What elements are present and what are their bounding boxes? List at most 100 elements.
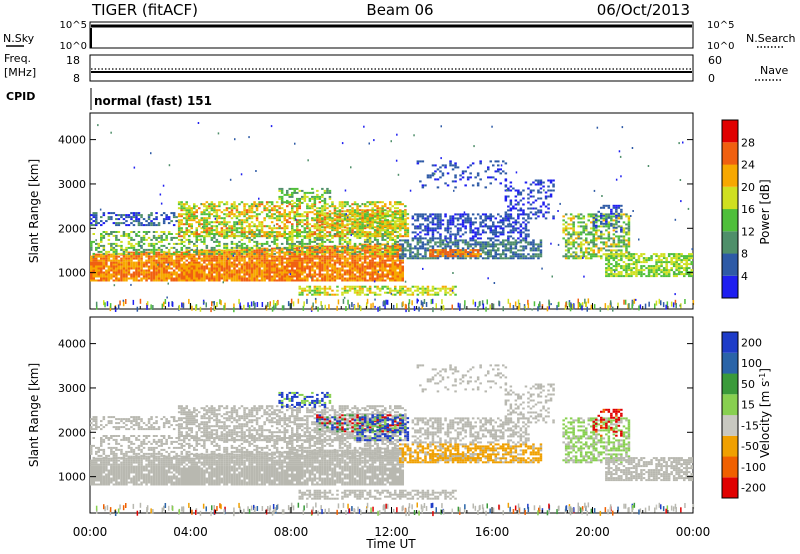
power-cell bbox=[343, 255, 347, 258]
power-cell bbox=[371, 255, 374, 258]
power-cell bbox=[321, 265, 324, 268]
power-cell bbox=[469, 219, 472, 222]
power-cell bbox=[316, 233, 319, 236]
power-cell bbox=[358, 227, 362, 230]
power-cell bbox=[306, 277, 309, 280]
power-cell bbox=[469, 172, 472, 175]
power-cell bbox=[328, 189, 332, 192]
power-cell bbox=[519, 231, 523, 234]
power-cell bbox=[243, 275, 246, 278]
power-cell bbox=[238, 259, 241, 262]
power-cell bbox=[358, 229, 362, 232]
power-cell bbox=[286, 219, 289, 222]
power-cell bbox=[394, 225, 397, 228]
power-cell bbox=[404, 212, 407, 215]
power-cell bbox=[265, 242, 269, 245]
power-cell bbox=[228, 253, 231, 256]
power-cell bbox=[434, 223, 437, 226]
power-cell bbox=[517, 215, 520, 218]
power-cell bbox=[537, 245, 540, 248]
power-cell bbox=[233, 267, 236, 270]
power-cell bbox=[208, 257, 211, 260]
power-cell bbox=[218, 201, 221, 204]
power-cell bbox=[351, 218, 354, 221]
power-cell bbox=[152, 259, 156, 262]
power-cell bbox=[210, 233, 214, 235]
power-cell bbox=[313, 225, 317, 228]
power-cell bbox=[323, 265, 327, 268]
power-cell bbox=[338, 263, 342, 266]
power-cell bbox=[185, 252, 189, 255]
power-cell bbox=[188, 231, 191, 233]
power-cell bbox=[504, 225, 508, 228]
power-cell bbox=[218, 217, 221, 220]
power-cell bbox=[263, 205, 266, 208]
power-cell bbox=[348, 257, 352, 260]
power-cell bbox=[434, 170, 437, 173]
power-cell bbox=[461, 249, 465, 252]
power-cell bbox=[471, 253, 475, 256]
power-cell bbox=[145, 251, 148, 254]
power-cell bbox=[172, 242, 176, 245]
power-cell bbox=[208, 271, 211, 274]
power-cell bbox=[268, 205, 271, 208]
power-cell bbox=[180, 201, 183, 204]
power-cell bbox=[170, 246, 173, 249]
power-cell bbox=[474, 217, 477, 220]
power-cell bbox=[399, 233, 402, 236]
power-cell bbox=[424, 229, 427, 232]
power-cell bbox=[157, 271, 161, 274]
power-cell bbox=[394, 231, 397, 233]
power-cell bbox=[235, 215, 239, 218]
power-cell bbox=[414, 245, 417, 248]
power-cell bbox=[308, 273, 312, 276]
power-cell bbox=[509, 189, 513, 192]
power-cell bbox=[208, 252, 211, 255]
power-cell bbox=[160, 253, 163, 256]
power-cell bbox=[130, 244, 133, 247]
power-cell bbox=[150, 220, 153, 223]
power-cell bbox=[399, 215, 402, 218]
power-cell bbox=[426, 215, 430, 218]
power-cell bbox=[321, 279, 324, 282]
power-cell bbox=[255, 265, 259, 268]
power-cell bbox=[316, 255, 319, 258]
power-cell bbox=[504, 184, 508, 187]
power-cell bbox=[115, 222, 118, 225]
power-cell bbox=[135, 212, 138, 215]
power-cell bbox=[331, 267, 334, 270]
power-cell bbox=[429, 253, 432, 256]
power-cell bbox=[188, 242, 191, 245]
power-cell bbox=[338, 245, 342, 248]
power-cell bbox=[466, 243, 470, 246]
power-cell bbox=[328, 269, 332, 272]
power-cell bbox=[155, 236, 158, 239]
power-cell bbox=[155, 263, 158, 266]
power-cell bbox=[240, 263, 244, 266]
power-cell bbox=[366, 257, 369, 260]
power-cell bbox=[333, 211, 337, 214]
power-cell bbox=[456, 219, 460, 222]
power-cell bbox=[524, 227, 528, 230]
power-cell bbox=[378, 207, 382, 210]
power-cell bbox=[245, 244, 249, 247]
power-cell bbox=[394, 245, 397, 248]
power-cell bbox=[258, 273, 261, 276]
power-cell bbox=[233, 257, 236, 260]
power-cell bbox=[356, 275, 359, 278]
power-cell bbox=[243, 250, 246, 253]
power-cell bbox=[456, 241, 460, 244]
power-cell bbox=[459, 249, 462, 252]
power-cell bbox=[328, 255, 332, 258]
power-cell bbox=[273, 273, 276, 276]
power-cell bbox=[348, 223, 352, 226]
power-cell bbox=[90, 248, 93, 251]
power-cell bbox=[190, 253, 194, 256]
power-cell bbox=[419, 231, 422, 234]
power-cell bbox=[130, 236, 133, 239]
power-cell bbox=[421, 237, 425, 240]
power-cell bbox=[265, 275, 269, 278]
power-cell bbox=[198, 279, 201, 282]
power-cell bbox=[175, 233, 178, 235]
power-cell bbox=[210, 279, 214, 282]
